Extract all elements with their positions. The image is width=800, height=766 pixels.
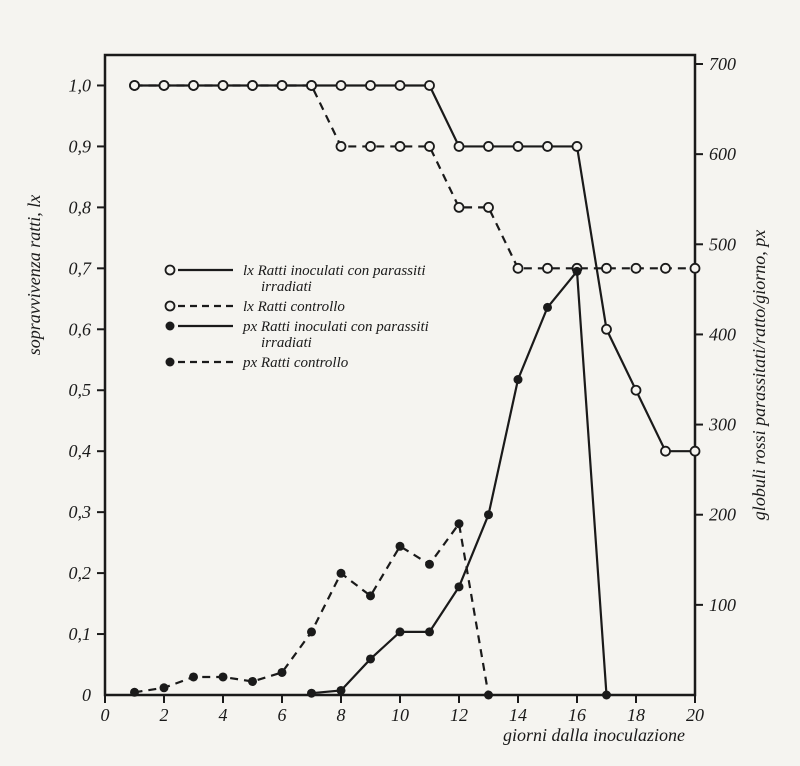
px-irradiati-marker xyxy=(484,510,493,519)
y-right-tick-label: 500 xyxy=(709,234,736,254)
y-right-tick-label: 400 xyxy=(709,324,736,344)
px-controllo-marker xyxy=(160,683,169,692)
lx-controllo-marker xyxy=(396,142,405,151)
lx-irradiati-marker xyxy=(248,81,257,90)
y-right-tick-label: 700 xyxy=(709,54,736,74)
legend-label: lx Ratti controllo xyxy=(243,299,345,315)
legend-marker xyxy=(166,302,175,311)
px-irradiati-marker xyxy=(455,582,464,591)
x-tick-label: 14 xyxy=(509,705,527,725)
px-controllo-marker xyxy=(307,627,316,636)
lx-controllo-marker xyxy=(514,264,523,273)
lx-irradiati-marker xyxy=(691,447,700,456)
lx-irradiati-marker xyxy=(573,142,582,151)
x-tick-label: 2 xyxy=(160,705,169,725)
px-irradiati-marker xyxy=(602,691,611,700)
lx-irradiati-marker xyxy=(661,447,670,456)
px-controllo-marker xyxy=(425,560,434,569)
legend-label: px Ratti inoculati con parassiti xyxy=(242,319,429,335)
x-tick-label: 12 xyxy=(450,705,468,725)
px-irradiati-marker xyxy=(366,654,375,663)
y-left-tick-label: 0,2 xyxy=(69,563,92,583)
legend-label: lx Ratti inoculati con parassiti xyxy=(243,263,426,279)
lx-controllo-marker xyxy=(337,142,346,151)
lx-irradiati-marker xyxy=(189,81,198,90)
px-irradiati-marker xyxy=(307,689,316,698)
lx-irradiati-marker xyxy=(455,142,464,151)
y-left-axis-label: sopravvivenza ratti, lx xyxy=(24,195,44,355)
x-axis-label: giorni dalla inoculazione xyxy=(503,725,685,745)
x-tick-label: 8 xyxy=(337,705,346,725)
lx-controllo-marker xyxy=(455,203,464,212)
y-right-tick-label: 600 xyxy=(709,144,736,164)
legend-label: irradiati xyxy=(261,335,312,351)
px-controllo-marker xyxy=(396,542,405,551)
x-tick-label: 6 xyxy=(278,705,287,725)
lx-irradiati-marker xyxy=(219,81,228,90)
lx-controllo-marker xyxy=(602,264,611,273)
lx-irradiati-marker xyxy=(602,325,611,334)
y-left-tick-label: 0,1 xyxy=(69,624,92,644)
px-controllo-marker xyxy=(248,677,257,686)
px-irradiati-marker xyxy=(337,686,346,695)
lx-controllo-marker xyxy=(691,264,700,273)
lx-irradiati-marker xyxy=(337,81,346,90)
lx-controllo-marker xyxy=(661,264,670,273)
legend-marker xyxy=(166,322,175,331)
survival-parasitemia-chart: 0 2 4 6 8 10 12 14 16 18 20giorni dalla inoculazio… xyxy=(0,0,800,766)
px-controllo-marker xyxy=(366,591,375,600)
px-irradiati-marker xyxy=(543,303,552,312)
x-tick-label: 16 xyxy=(568,705,586,725)
px-irradiati-marker xyxy=(425,627,434,636)
y-right-axis-label: globuli rossi parassitati/ratto/giorno, … xyxy=(749,230,769,520)
lx-controllo-marker xyxy=(366,142,375,151)
lx-irradiati-marker xyxy=(307,81,316,90)
y-right-tick-label: 300 xyxy=(708,415,736,435)
px-controllo-marker xyxy=(130,688,139,697)
y-left-tick-label: 0 xyxy=(82,685,91,705)
y-left-tick-label: 0,5 xyxy=(69,380,92,400)
y-right-tick-label: 200 xyxy=(709,505,736,525)
x-tick-label: 0 xyxy=(101,705,110,725)
lx-controllo-marker xyxy=(484,203,493,212)
lx-irradiati-marker xyxy=(278,81,287,90)
x-tick-label: 4 xyxy=(219,705,228,725)
lx-controllo-marker xyxy=(425,142,434,151)
lx-irradiati-marker xyxy=(396,81,405,90)
lx-irradiati-marker xyxy=(366,81,375,90)
lx-irradiati-marker xyxy=(514,142,523,151)
y-left-tick-label: 0,6 xyxy=(69,319,92,339)
y-right-tick-label: 100 xyxy=(709,595,736,615)
px-controllo-marker xyxy=(337,569,346,578)
x-tick-label: 10 xyxy=(391,705,409,725)
y-left-tick-label: 0,7 xyxy=(69,258,93,278)
legend-marker xyxy=(166,266,175,275)
legend-label: irradiati xyxy=(261,279,312,295)
lx-controllo-marker xyxy=(632,264,641,273)
legend-marker xyxy=(166,358,175,367)
px-controllo-marker xyxy=(278,668,287,677)
lx-irradiati-marker xyxy=(160,81,169,90)
lx-irradiati-marker xyxy=(543,142,552,151)
x-tick-label: 20 xyxy=(686,705,704,725)
lx-irradiati-marker xyxy=(632,386,641,395)
px-irradiati-marker xyxy=(514,375,523,384)
lx-controllo-marker xyxy=(543,264,552,273)
legend-label: px Ratti controllo xyxy=(242,355,349,371)
y-left-tick-label: 0,3 xyxy=(69,502,92,522)
y-left-tick-label: 0,4 xyxy=(69,441,92,461)
px-irradiati-marker xyxy=(573,267,582,276)
px-controllo-marker xyxy=(484,691,493,700)
px-controllo-marker xyxy=(219,672,228,681)
y-left-tick-label: 0,9 xyxy=(69,136,92,156)
lx-irradiati-marker xyxy=(425,81,434,90)
px-irradiati-marker xyxy=(396,627,405,636)
lx-irradiati-marker xyxy=(484,142,493,151)
lx-irradiati-marker xyxy=(130,81,139,90)
px-controllo-marker xyxy=(455,519,464,528)
px-controllo-marker xyxy=(189,672,198,681)
y-left-tick-label: 1,0 xyxy=(69,75,92,95)
x-tick-label: 18 xyxy=(627,705,645,725)
y-left-tick-label: 0,8 xyxy=(69,197,92,217)
